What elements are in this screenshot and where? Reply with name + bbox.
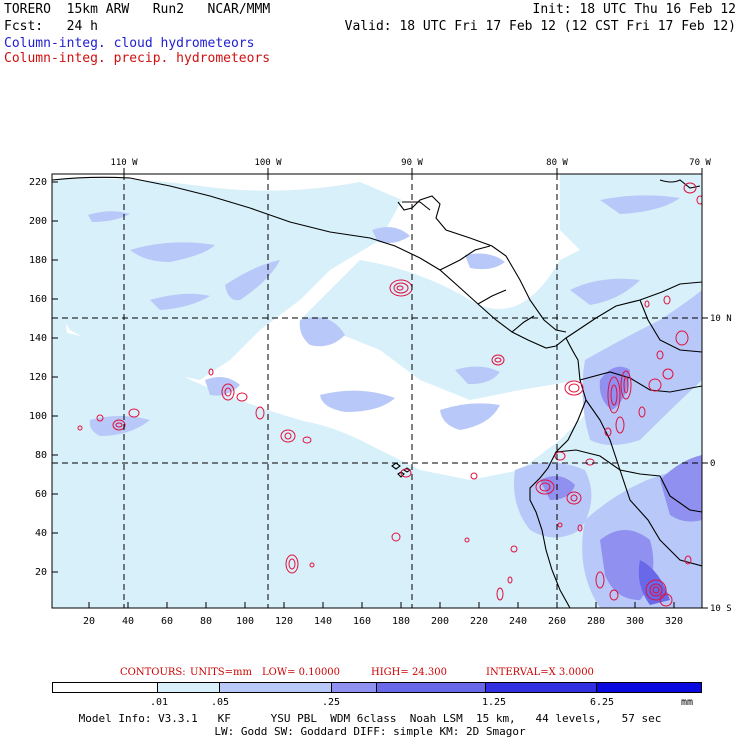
valid-time: Valid: 18 UTC Fri 17 Feb 12 (12 CST Fri … — [344, 19, 736, 34]
colorbar-segment — [157, 682, 220, 693]
bottom-tick-label: 100 — [236, 616, 254, 627]
top-axis-label: 100 W — [254, 158, 282, 168]
bottom-tick-label: 40 — [122, 616, 134, 627]
model-info-line2: LW: Godd SW: Goddard DIFF: simple KM: 2D… — [214, 725, 526, 738]
left-tick-label: 220 — [29, 177, 47, 188]
contour-interval: INTERVAL=X 3.0000 — [486, 667, 594, 678]
model-org: NCAR/MMM — [207, 2, 271, 17]
left-tick-label: 100 — [29, 411, 47, 422]
init-time: Init: 18 UTC Thu 16 Feb 12 — [532, 2, 737, 17]
model-run: Run2 — [152, 2, 185, 17]
map-frame — [51, 173, 703, 609]
bottom-tick-label: 120 — [275, 616, 293, 627]
bottom-tick-label: 180 — [392, 616, 410, 627]
left-tick-label: 120 — [29, 372, 47, 383]
precip-contours — [77, 182, 702, 607]
colorbar-segment — [376, 682, 486, 693]
forecast-label: Fcst: — [4, 19, 44, 34]
bottom-tick-label: 220 — [470, 616, 488, 627]
right-axis-label: 10 S — [710, 604, 732, 614]
left-tick-label: 200 — [29, 216, 47, 227]
colorbar-segment — [52, 682, 158, 693]
axis-ticks — [52, 168, 708, 609]
forecast-value: 24 h — [66, 19, 98, 34]
colorbar-segment — [331, 682, 377, 693]
cloud-field — [52, 174, 702, 608]
left-tick-label: 80 — [35, 450, 47, 461]
contour-label: CONTOURS: — [120, 667, 186, 678]
colorbar-segment — [485, 682, 597, 693]
left-tick-label: 60 — [35, 489, 47, 500]
contour-high: HIGH= 24.300 — [371, 667, 447, 678]
bottom-tick-label: 300 — [626, 616, 644, 627]
right-axis-labels: 10 N 0 10 S — [710, 314, 732, 614]
field-cloud-title: Column-integ. cloud hydrometeors — [4, 36, 255, 51]
bottom-tick-label: 280 — [587, 616, 605, 627]
bottom-tick-label: 20 — [83, 616, 95, 627]
colorbar-segment — [219, 682, 332, 693]
top-axis-label: 90 W — [401, 158, 423, 168]
contour-low: LOW= 0.10000 — [262, 667, 341, 678]
left-tick-label: 140 — [29, 333, 47, 344]
top-axis-label: 110 W — [110, 158, 138, 168]
colorbar-segment — [596, 682, 702, 693]
field-precip-title: Column-integ. precip. hydrometeors — [4, 51, 271, 66]
colorbar-label: .01 — [150, 697, 169, 708]
bottom-tick-label: 80 — [200, 616, 212, 627]
top-axis-labels: 110 W 100 W 90 W 80 W 70 W — [110, 158, 711, 168]
right-axis-label: 10 N — [710, 314, 732, 324]
left-tick-label: 20 — [35, 567, 47, 578]
bottom-axis-labels: 20 40 60 80 100 120 140 160 180 200 220 … — [83, 616, 683, 627]
model-info-line1: Model Info: V3.3.1 KF YSU PBL WDM 6class… — [78, 712, 662, 725]
bottom-tick-label: 260 — [548, 616, 566, 627]
coastlines — [52, 176, 702, 608]
bottom-tick-label: 200 — [431, 616, 449, 627]
left-tick-label: 160 — [29, 294, 47, 305]
left-tick-label: 180 — [29, 255, 47, 266]
forecast-line: Fcst: 24 h — [4, 19, 98, 34]
left-axis-labels: 220 200 180 160 140 120 100 80 60 40 20 — [29, 177, 47, 578]
colorbar-label: .05 — [211, 697, 230, 708]
bottom-tick-label: 320 — [665, 616, 683, 627]
top-axis-label: 70 W — [689, 158, 711, 168]
bottom-tick-label: 60 — [161, 616, 173, 627]
colorbar-label: 1.25 — [482, 697, 507, 708]
bottom-tick-label: 160 — [353, 616, 371, 627]
contour-units: UNITS=mm — [190, 667, 252, 678]
colorbar-label: .25 — [322, 697, 341, 708]
header-title-line: TORERO 15km ARW Run2 NCAR/MMM — [4, 2, 270, 17]
bottom-tick-label: 240 — [509, 616, 527, 627]
graticule — [52, 174, 702, 608]
model-name: TORERO — [4, 2, 51, 17]
top-axis-label: 80 W — [546, 158, 568, 168]
colorbar-unit: mm — [681, 697, 694, 708]
right-axis-label: 0 — [710, 459, 715, 469]
bottom-tick-label: 140 — [314, 616, 332, 627]
left-tick-label: 40 — [35, 528, 47, 539]
colorbar-label: 6.25 — [590, 697, 615, 708]
model-resolution: 15km ARW — [66, 2, 130, 17]
